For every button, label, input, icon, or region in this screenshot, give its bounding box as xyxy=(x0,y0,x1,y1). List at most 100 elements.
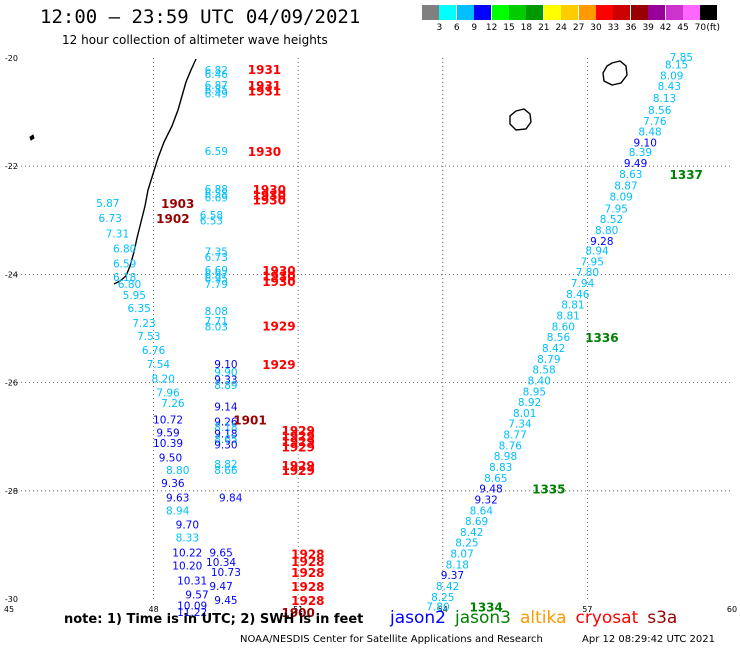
color-scale-label: 42 xyxy=(659,23,672,33)
madagascar-coast-icon xyxy=(113,58,197,285)
wave-height-label: 9.32 xyxy=(474,494,497,506)
wave-height-label: 9.45 xyxy=(214,595,237,607)
wave-height-label: 9.47 xyxy=(209,581,232,593)
color-scale-swatch xyxy=(422,5,439,20)
wave-height-label: 8.18 xyxy=(446,559,469,571)
wave-height-label: 9.49 xyxy=(624,158,647,170)
wave-height-label: 7.95 xyxy=(605,203,628,215)
wave-height-label: 8.33 xyxy=(176,532,199,544)
legend-entry-jason2: jason2 xyxy=(390,608,446,628)
pass-time-label: 1929 xyxy=(262,319,295,333)
wave-height-label: 6.80 xyxy=(118,279,141,291)
wave-height-label: 9.84 xyxy=(219,492,243,504)
lon-tick-label: 54 xyxy=(438,605,448,614)
wave-height-label: 9.10 xyxy=(634,137,657,149)
generation-timestamp: Apr 12 08:29:42 UTC 2021 xyxy=(582,634,715,645)
wave-height-label: 8.94 xyxy=(585,246,609,258)
pass-time-label: 1930 xyxy=(262,264,295,278)
pass-time-label: 1930 xyxy=(262,269,295,283)
wave-height-label: 6.49 xyxy=(205,89,228,101)
wave-height-label: 8.65 xyxy=(484,473,507,485)
wave-height-label: 8.95 xyxy=(523,386,546,398)
wave-height-label: 8.39 xyxy=(629,147,652,159)
satellite-legend: jason2 jason3 altika cryosat s3a xyxy=(390,608,686,628)
wave-height-label: 8.20 xyxy=(152,373,175,385)
color-scale-swatch xyxy=(613,5,631,20)
wave-height-label: 7.80 xyxy=(426,602,449,614)
pass-time-label: 1928 xyxy=(291,555,324,569)
lat-tick-label: -30 xyxy=(5,595,18,604)
color-scale-label: 33 xyxy=(607,23,620,33)
pass-time-label: 1334 xyxy=(469,601,502,615)
wave-height-label: 6.18 xyxy=(113,272,136,284)
color-scale-label: 18 xyxy=(520,23,533,33)
wave-height-label: 8.77 xyxy=(503,430,526,442)
wave-height-label: 8.40 xyxy=(528,375,551,387)
lon-tick-label: 57 xyxy=(582,605,592,614)
wave-height-label: 8.82 xyxy=(214,459,237,471)
wave-height-label: 7.85 xyxy=(670,52,693,64)
color-scale-swatch xyxy=(474,5,492,20)
lat-tick-label: -22 xyxy=(5,162,18,171)
pass-time-label: 1931 xyxy=(248,79,281,93)
land-layer xyxy=(29,58,628,285)
wave-height-label: 8.83 xyxy=(489,462,512,474)
wave-height-label: 7.80 xyxy=(576,267,599,279)
comoros-islet-icon xyxy=(29,134,35,141)
lon-tick-label: 51 xyxy=(293,605,303,614)
color-scale-swatch xyxy=(648,5,666,20)
wave-height-label: 8.81 xyxy=(556,311,579,323)
color-scale-label: 39 xyxy=(642,23,654,33)
lat-lon-grid xyxy=(9,58,732,599)
pass-time-label: 1929 xyxy=(281,459,314,473)
wave-height-label: 8.81 xyxy=(561,300,584,312)
wave-height-label: 9.14 xyxy=(214,401,238,413)
wave-height-label: 8.25 xyxy=(431,592,454,604)
lat-tick-label: -20 xyxy=(5,54,18,63)
color-scale-swatch xyxy=(509,5,526,20)
color-scale-swatch xyxy=(683,5,700,20)
wave-height-label: 8.18 xyxy=(214,422,237,434)
wave-height-label: 8.60 xyxy=(552,321,575,333)
color-scale-swatch xyxy=(526,5,544,20)
wave-height-label: 8.43 xyxy=(658,81,681,93)
color-scale-label: 15 xyxy=(503,23,515,33)
lon-tick-label: 45 xyxy=(4,605,14,614)
wave-height-label: 8.65 xyxy=(214,434,237,446)
wave-height-label: 8.15 xyxy=(665,59,688,71)
wave-height-label: 8.98 xyxy=(494,451,517,463)
color-scale-swatch xyxy=(700,5,718,20)
pass-time-label: 1930 xyxy=(253,183,286,197)
wave-height-label: 10.39 xyxy=(153,438,183,450)
wave-height-label: 8.94 xyxy=(166,505,190,517)
wave-height-label: 8.80 xyxy=(166,465,189,477)
lon-tick-label: 48 xyxy=(149,605,159,614)
wave-height-label: 6.53 xyxy=(200,215,223,227)
wave-height-label: 10.09 xyxy=(177,600,207,612)
lon-tick-label: 60 xyxy=(727,605,737,614)
pass-time-label: 1337 xyxy=(670,168,703,182)
color-scale-unit: (ft) xyxy=(706,23,720,33)
color-scale-label: 12 xyxy=(485,23,498,33)
wave-height-label: 6.58 xyxy=(205,188,228,200)
pass-time-label: 1928 xyxy=(291,548,324,562)
wave-height-label: 6.82 xyxy=(205,65,228,77)
pass-time-label: 1928 xyxy=(291,566,324,580)
color-scale-label: 30 xyxy=(590,23,602,33)
measurement-labels: 6.826.466.876.856.496.596.886.586.695.87… xyxy=(96,52,703,620)
wave-height-label: 7.71 xyxy=(205,316,228,328)
lat-tick-label: -24 xyxy=(5,270,18,279)
wave-height-label: 11.22 xyxy=(177,607,207,619)
wave-height-label: 7.76 xyxy=(643,116,667,128)
wave-height-label: 8.08 xyxy=(205,306,228,318)
legend-entry-s3a: s3a xyxy=(647,608,678,628)
wave-height-label: 7.94 xyxy=(571,278,595,290)
axis-ticks: 45 48 51 54 57 60 -20 -22 -24 -26 -28 -30 xyxy=(4,54,737,614)
wave-height-label: 6.95 xyxy=(205,274,228,286)
wave-height-label: 9.63 xyxy=(166,492,189,504)
wave-height-label: 8.76 xyxy=(499,440,523,452)
wave-height-label: 6.46 xyxy=(205,69,229,81)
color-scale-swatch xyxy=(439,5,457,20)
wave-height-label: 7.79 xyxy=(205,279,228,291)
wave-height-label: 8.01 xyxy=(513,408,536,420)
